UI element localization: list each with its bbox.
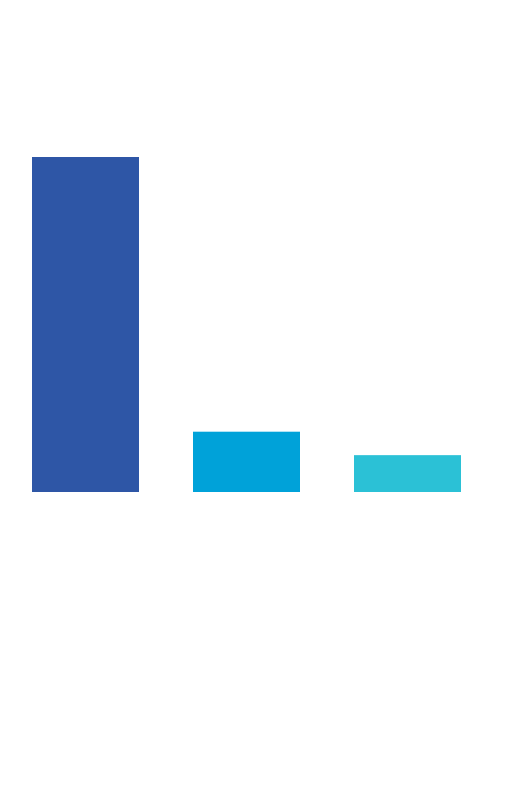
bar	[354, 455, 461, 492]
bar	[32, 157, 139, 492]
bar	[193, 431, 300, 492]
